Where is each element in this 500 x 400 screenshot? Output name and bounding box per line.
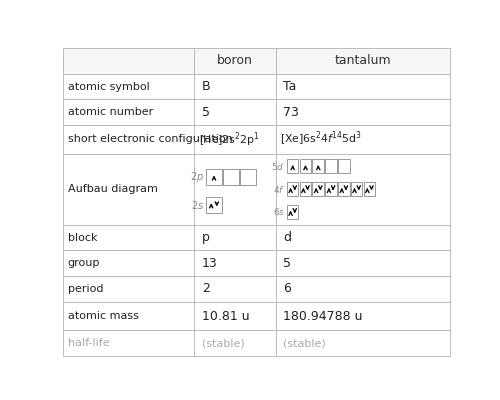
Bar — [287, 159, 298, 174]
Text: 180.94788 u: 180.94788 u — [284, 310, 363, 322]
Text: $2s$: $2s$ — [191, 199, 204, 211]
Bar — [62, 302, 194, 330]
Text: 2: 2 — [202, 282, 210, 296]
Bar — [312, 182, 324, 196]
Bar — [276, 225, 450, 250]
Bar — [276, 302, 450, 330]
Bar — [276, 250, 450, 276]
Bar — [276, 276, 450, 302]
Bar — [194, 330, 276, 356]
Bar — [240, 169, 256, 185]
Bar — [62, 99, 194, 125]
Bar — [206, 169, 222, 185]
Bar — [276, 48, 450, 74]
Bar — [276, 125, 450, 154]
Bar — [338, 182, 349, 196]
Bar — [194, 302, 276, 330]
Text: p: p — [202, 231, 210, 244]
Bar — [325, 182, 337, 196]
Text: tantalum: tantalum — [334, 54, 391, 67]
Text: Aufbau diagram: Aufbau diagram — [68, 184, 158, 194]
Bar — [351, 182, 362, 196]
Text: boron: boron — [217, 54, 253, 67]
Text: atomic number: atomic number — [68, 107, 153, 117]
Bar — [62, 125, 194, 154]
Bar — [276, 74, 450, 99]
Text: (stable): (stable) — [202, 338, 245, 348]
Text: Ta: Ta — [284, 80, 297, 93]
Text: 5: 5 — [284, 257, 292, 270]
Text: atomic mass: atomic mass — [68, 311, 138, 321]
Bar — [364, 182, 375, 196]
Text: 10.81 u: 10.81 u — [202, 310, 250, 322]
Bar — [194, 125, 276, 154]
Bar — [194, 99, 276, 125]
Bar — [300, 159, 312, 174]
Text: $6s$: $6s$ — [272, 206, 285, 218]
Text: atomic symbol: atomic symbol — [68, 82, 150, 92]
Text: 13: 13 — [202, 257, 218, 270]
Bar — [206, 197, 222, 212]
Text: (stable): (stable) — [284, 338, 326, 348]
Bar — [194, 225, 276, 250]
Bar — [62, 154, 194, 225]
Text: $\rm [He]2s^{2}2p^{1}$: $\rm [He]2s^{2}2p^{1}$ — [199, 130, 260, 148]
Bar — [62, 276, 194, 302]
Text: d: d — [284, 231, 292, 244]
Text: $4f$: $4f$ — [273, 184, 285, 195]
Bar — [62, 330, 194, 356]
Bar — [194, 74, 276, 99]
Text: B: B — [202, 80, 210, 93]
Bar — [276, 330, 450, 356]
Bar — [194, 154, 276, 225]
Text: 5: 5 — [202, 106, 210, 119]
Text: group: group — [68, 258, 100, 268]
Text: short electronic configuration: short electronic configuration — [68, 134, 232, 144]
Bar — [312, 159, 324, 174]
Text: block: block — [68, 233, 97, 243]
Bar — [62, 225, 194, 250]
Bar — [194, 276, 276, 302]
Bar — [325, 159, 337, 174]
Bar — [62, 250, 194, 276]
Bar — [287, 182, 298, 196]
Bar — [287, 205, 298, 219]
Bar — [276, 154, 450, 225]
Text: half-life: half-life — [68, 338, 109, 348]
Bar — [62, 74, 194, 99]
Bar — [62, 48, 194, 74]
Bar — [276, 99, 450, 125]
Text: $2p$: $2p$ — [190, 170, 204, 184]
Bar — [300, 182, 312, 196]
Text: $5d$: $5d$ — [272, 161, 285, 172]
Text: $\rm [Xe]6s^{2}4\mathit{f}^{14}5d^{3}$: $\rm [Xe]6s^{2}4\mathit{f}^{14}5d^{3}$ — [280, 130, 362, 148]
Text: 73: 73 — [284, 106, 299, 119]
Bar — [194, 48, 276, 74]
Bar — [338, 159, 349, 174]
Bar — [224, 169, 239, 185]
Bar — [194, 250, 276, 276]
Text: period: period — [68, 284, 103, 294]
Text: 6: 6 — [284, 282, 291, 296]
